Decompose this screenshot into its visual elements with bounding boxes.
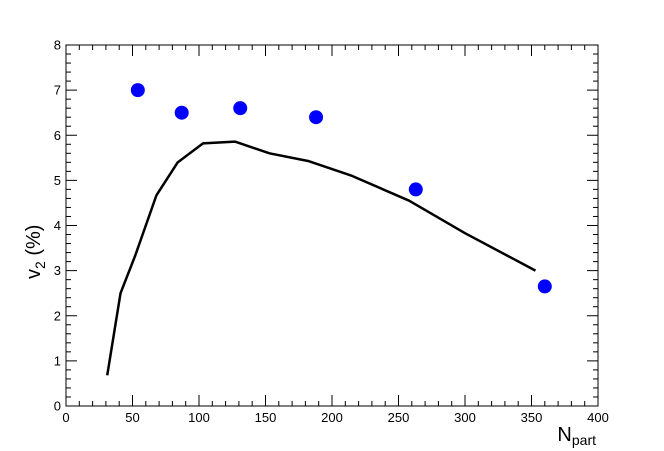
x-tick-label: 300 (454, 410, 476, 425)
y-tick-label: 2 (54, 308, 61, 323)
y-tick-label: 7 (54, 83, 61, 98)
data-point (130, 83, 145, 98)
y-tick-label: 6 (54, 128, 61, 143)
y-axis-label: v2 (%) (23, 225, 48, 279)
x-tick-label: 400 (587, 410, 609, 425)
series-layer (105, 83, 552, 376)
x-tick-label: 100 (188, 410, 210, 425)
data-point (233, 101, 248, 116)
y-tick-label: 8 (54, 38, 61, 53)
y-tick-label: 3 (54, 263, 61, 278)
data-point (537, 279, 552, 294)
y-tick-labels: 0 1 2 3 4 5 6 7 8 (54, 38, 61, 414)
y-tick-label: 1 (54, 353, 61, 368)
x-tick-label: 350 (521, 410, 543, 425)
x-tick-label: 150 (255, 410, 277, 425)
x-tick-label: 50 (125, 410, 139, 425)
y-tick-label: 4 (54, 218, 61, 233)
data-point (174, 105, 189, 120)
data-point (309, 110, 324, 125)
y-tick-label: 5 (54, 173, 61, 188)
data-point (408, 182, 423, 197)
x-tick-label: 200 (321, 410, 343, 425)
y-tick-label: 0 (54, 399, 61, 414)
x-tick-label: 0 (62, 410, 69, 425)
x-tick-labels: 0 50 100 150 200 250 300 350 400 (62, 410, 608, 425)
x-axis-label: Npart (557, 424, 596, 448)
x-tick-label: 250 (388, 410, 410, 425)
axis-ticks (65, 44, 599, 407)
series-line (105, 140, 537, 376)
